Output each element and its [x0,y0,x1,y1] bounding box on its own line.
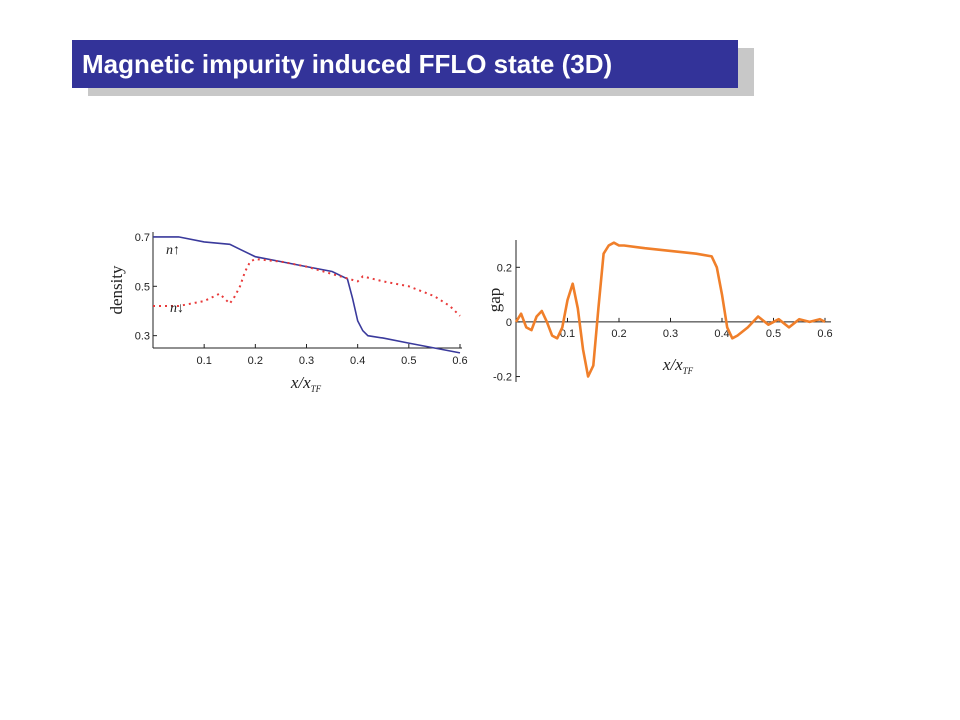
x-tick-label: 0.5 [766,328,781,340]
x-tick-label: 0.2 [248,355,263,367]
y-tick-label: -0.2 [493,372,512,384]
density-chart: 0.1 0.2 0.3 0.4 0.5 0.6 0.7 0.5 0.3 x/xTF density n… [100,220,470,400]
x-tick-label: 0.2 [611,328,626,340]
x-axis-title: x/xTF [662,355,694,376]
n-down-label: n↓ [170,301,184,316]
y-axis-title: gap [485,288,504,313]
y-tick-label: 0.3 [135,331,150,343]
x-tick-label: 0.5 [401,355,416,367]
slide-title: Magnetic impurity induced FFLO state (3D… [72,40,738,88]
x-tick-label: 0.6 [817,328,832,340]
y-tick-label: 0 [506,317,512,329]
n-up-line [153,237,460,353]
x-tick-label: 0.6 [452,355,467,367]
x-tick-label: 0.3 [663,328,678,340]
y-axis-title: density [107,265,126,315]
x-axis-title: x/xTF [290,373,322,394]
slide-title-wrap: Magnetic impurity induced FFLO state (3D… [72,40,738,88]
y-tick-label: 0.5 [135,281,150,293]
x-tick-label: 0.3 [299,355,314,367]
x-tick-label: 0.1 [197,355,212,367]
y-tick-label: 0.7 [135,232,150,244]
y-tick-label: 0.2 [497,262,512,274]
n-down-line [153,259,460,316]
x-tick-label: 0.4 [350,355,365,367]
n-up-label: n↑ [166,243,180,258]
